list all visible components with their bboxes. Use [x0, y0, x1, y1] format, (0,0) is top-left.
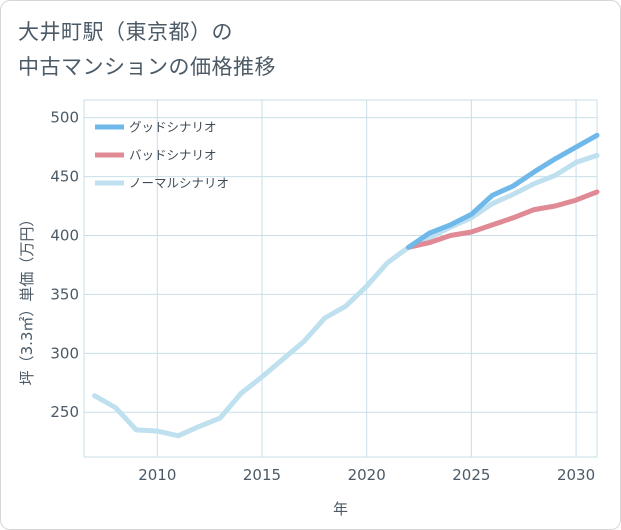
series-line-good — [406, 132, 600, 250]
x-axis-label: 年 — [333, 500, 348, 518]
y-axis-ticks: 250 300 350 400 450 500 — [50, 109, 79, 422]
y-tick-label: 350 — [50, 285, 79, 303]
y-tick-label: 400 — [50, 226, 79, 244]
chart-title-line1: 大井町駅（東京都）の — [18, 20, 233, 44]
y-tick-label: 300 — [50, 344, 79, 362]
y-axis-label: 坪（3.3㎡）単価（万円） — [18, 212, 36, 386]
legend-label-bad: バッドシナリオ — [129, 148, 217, 163]
chart-title: 大井町駅（東京都）の 中古マンションの価格推移 — [18, 15, 276, 85]
plot-frame — [83, 99, 598, 458]
y-tick-label: 450 — [50, 168, 79, 186]
x-tick-label: 2010 — [138, 466, 176, 484]
y-tick-label: 500 — [50, 109, 79, 127]
legend-label-good: グッドシナリオ — [129, 120, 217, 135]
grid — [83, 99, 598, 458]
x-tick-label: 2020 — [348, 466, 386, 484]
series-lines — [92, 132, 600, 439]
x-axis-ticks: 2010 2015 2020 2025 2030 — [138, 466, 595, 484]
series-line-bad — [406, 189, 600, 250]
x-tick-label: 2015 — [243, 466, 281, 484]
x-tick-label: 2025 — [452, 466, 490, 484]
x-tick-label: 2030 — [557, 466, 595, 484]
legend-label-normal: ノーマルシナリオ — [129, 176, 229, 191]
series-line-normal — [92, 152, 600, 439]
y-tick-label: 250 — [50, 403, 79, 421]
chart-title-line2: 中古マンションの価格推移 — [18, 55, 276, 79]
